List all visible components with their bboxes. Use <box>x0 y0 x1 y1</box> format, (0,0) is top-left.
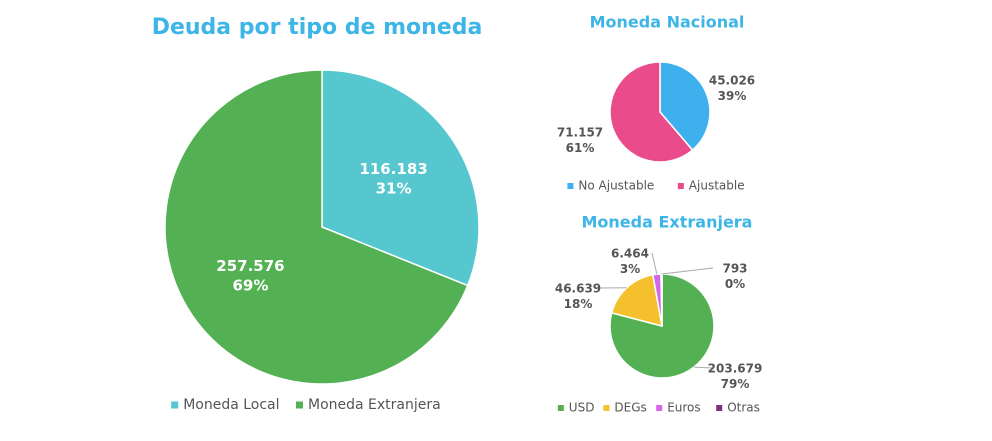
percent-label: 31% <box>376 180 412 198</box>
legend-label: DEGs <box>614 401 646 415</box>
legend-label: Ajustable <box>689 179 745 193</box>
value-label: 71.157 <box>557 125 603 139</box>
legend-label: Moneda Extranjera <box>308 397 441 413</box>
pie-slice <box>660 273 663 327</box>
pie-slice <box>164 69 469 385</box>
legend-swatch <box>677 183 684 189</box>
legend-swatch <box>296 401 303 409</box>
value-label: 45.026 <box>709 73 755 87</box>
percent-label: 18% <box>564 297 593 311</box>
legend-swatch <box>171 401 179 409</box>
value-label: 46.639 <box>555 281 601 295</box>
legend-swatch <box>567 183 574 189</box>
pie-slice <box>609 273 715 379</box>
leader-line <box>693 366 714 369</box>
legend-swatch <box>557 405 564 411</box>
legend-label: Euros <box>667 401 700 415</box>
value-label: 257.576 <box>216 257 284 275</box>
chart-title: Moneda Nacional <box>590 13 745 32</box>
leader-line <box>661 267 714 275</box>
percent-label: 61% <box>566 141 595 155</box>
pie-slice <box>609 61 694 163</box>
value-label: 203.679 <box>708 361 763 375</box>
percent-label: 0% <box>725 277 745 291</box>
percent-label: 79% <box>721 377 750 391</box>
pie-slice <box>321 69 480 287</box>
legend-swatch <box>603 405 610 411</box>
value-label: 116.183 <box>359 160 427 178</box>
value-label: 793 <box>722 261 747 275</box>
value-label: 6.464 <box>611 246 649 260</box>
pie-slice <box>610 273 663 328</box>
pie-slice <box>659 61 711 152</box>
leader-line <box>651 252 658 275</box>
legend-label: No Ajustable <box>578 179 654 193</box>
percent-label: 69% <box>232 276 268 294</box>
legend-label: Moneda Local <box>183 397 279 413</box>
legend-swatch <box>716 405 723 411</box>
percent-label: 39% <box>718 89 747 103</box>
chart-title: Moneda Extranjera <box>582 213 753 232</box>
legend-label: USD <box>569 401 595 415</box>
legend-label: Otras <box>727 401 760 415</box>
legend-swatch <box>656 405 663 411</box>
percent-label: 3% <box>620 262 640 276</box>
chart-title: Deuda por tipo de moneda <box>152 15 483 40</box>
